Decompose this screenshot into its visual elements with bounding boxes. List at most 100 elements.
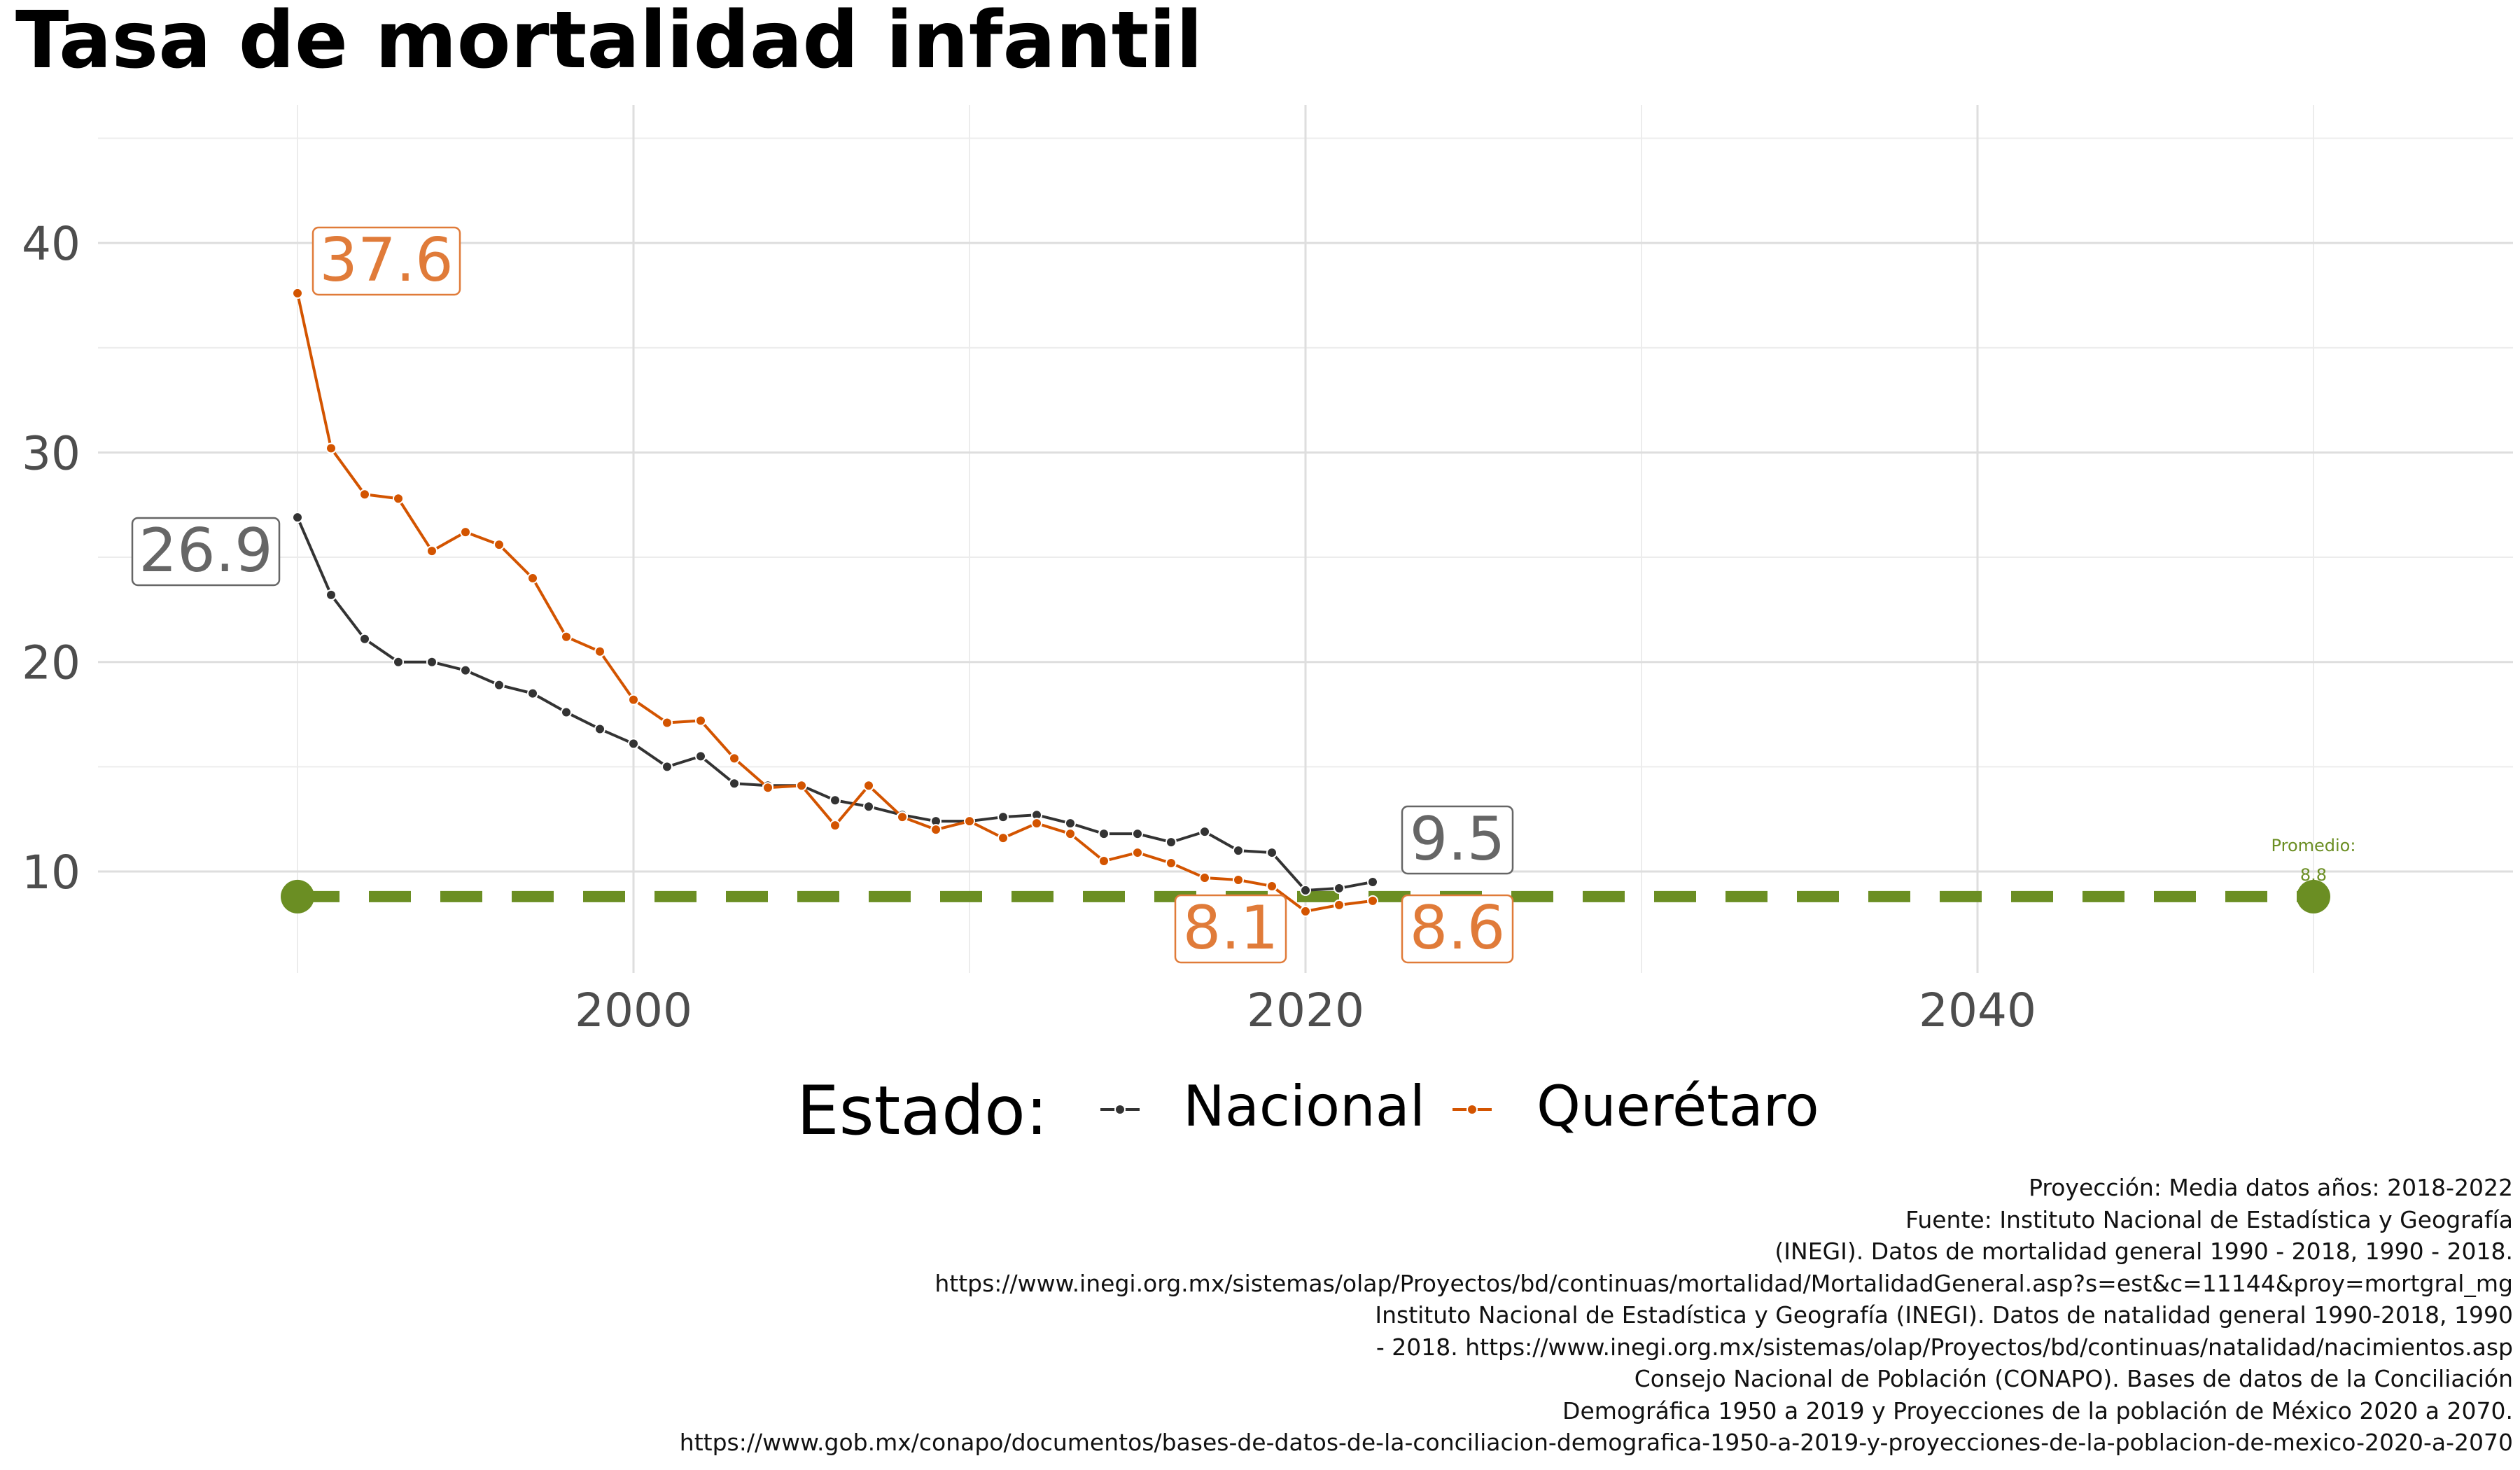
data-point xyxy=(1166,858,1177,869)
caption-line: - 2018. https://www.inegi.org.mx/sistema… xyxy=(1376,1333,2513,1361)
data-point xyxy=(729,778,740,790)
y-tick-label: 20 xyxy=(22,636,80,690)
data-point xyxy=(426,656,438,668)
data-point xyxy=(1132,828,1143,840)
data-point xyxy=(326,442,337,454)
data-point xyxy=(964,816,975,827)
data-point xyxy=(1199,826,1210,838)
y-tick-label: 10 xyxy=(22,846,80,899)
data-point xyxy=(662,761,673,773)
x-tick-label: 2020 xyxy=(1247,983,1364,1037)
legend-key-point xyxy=(1114,1104,1126,1115)
data-point xyxy=(830,794,841,806)
label-box xyxy=(312,226,461,296)
caption-line: https://www.gob.mx/conapo/documentos/bas… xyxy=(679,1429,2513,1456)
data-point xyxy=(796,780,807,792)
data-point xyxy=(863,780,874,792)
legend-key-point xyxy=(1466,1104,1478,1115)
caption-line: Consejo Nacional de Población (CONAPO). … xyxy=(1634,1365,2513,1392)
source-caption: Proyección: Media datos años: 2018-2022 F… xyxy=(680,1172,2513,1459)
data-point xyxy=(393,493,404,505)
queretaro-min-label: 8.1 xyxy=(1174,893,1287,964)
series-group xyxy=(292,287,1378,917)
caption-line: Fuente: Instituto Nacional de Estadístic… xyxy=(1905,1205,2513,1233)
chart-title: Tasa de mortalidad infantil xyxy=(15,0,1203,86)
queretaro-end-label: 8.6 xyxy=(1401,893,1514,964)
x-tick-label: 2000 xyxy=(575,983,692,1037)
y-tick-label: 40 xyxy=(22,217,80,271)
data-point xyxy=(1065,818,1076,830)
data-point xyxy=(1266,880,1278,892)
x-tick-label: 2040 xyxy=(1919,983,2036,1037)
data-point xyxy=(1199,872,1210,883)
data-point xyxy=(1266,847,1278,859)
legend-title: Estado: xyxy=(797,1072,1048,1150)
data-point xyxy=(594,723,606,735)
data-point xyxy=(1300,884,1311,896)
average-value-label: 8.8 xyxy=(2300,865,2327,885)
data-point xyxy=(930,824,941,836)
data-point xyxy=(460,526,471,538)
legend-label: Nacional xyxy=(1183,1074,1425,1139)
data-point xyxy=(695,750,706,762)
label-text: 37.6 xyxy=(319,225,453,295)
average-line-group: Promedio: 8.8 xyxy=(281,836,2356,913)
data-point xyxy=(1098,828,1110,840)
data-point xyxy=(1334,882,1345,894)
data-point xyxy=(628,694,639,706)
queretaro-start-label: 37.6 xyxy=(312,225,461,296)
label-text: 9.5 xyxy=(1410,804,1506,874)
data-point xyxy=(561,631,572,643)
series-line-nacional xyxy=(296,517,1373,892)
data-point xyxy=(1233,845,1244,857)
label-box xyxy=(1401,894,1514,964)
data-point xyxy=(997,811,1009,823)
data-point xyxy=(1098,855,1110,867)
data-point xyxy=(1065,828,1076,840)
data-point xyxy=(561,706,572,718)
data-point xyxy=(326,589,337,601)
data-point xyxy=(1367,895,1378,906)
data-point xyxy=(1166,836,1177,848)
y-tick-label: 30 xyxy=(22,426,80,480)
data-point xyxy=(1233,874,1244,886)
series-line-quertaro xyxy=(296,293,1373,913)
nacional-end-label: 9.5 xyxy=(1401,804,1514,875)
data-point xyxy=(695,715,706,727)
caption-line: Proyección: Media datos años: 2018-2022 xyxy=(2029,1174,2513,1201)
data-point xyxy=(1031,818,1042,830)
data-point xyxy=(527,572,538,584)
average-end-point xyxy=(2297,879,2330,913)
data-point xyxy=(292,287,303,299)
label-text: 26.9 xyxy=(139,516,272,586)
data-labels: 37.6 26.9 9.5 8.1 8.6 xyxy=(131,225,1514,964)
label-box xyxy=(1174,894,1287,964)
average-label: Promedio: xyxy=(2272,836,2356,855)
nacional-start-label: 26.9 xyxy=(131,516,281,587)
legend-label: Querétaro xyxy=(1536,1074,1819,1139)
data-point xyxy=(662,717,673,729)
data-point xyxy=(762,782,774,794)
data-point xyxy=(628,738,639,750)
data-point xyxy=(393,656,404,668)
label-text: 8.1 xyxy=(1183,893,1279,963)
label-box xyxy=(131,517,281,587)
axis-tick-labels: 10 20 30 40 2000 2020 2040 xyxy=(22,217,2036,1037)
data-point xyxy=(493,679,505,691)
caption-line: (INEGI). Datos de mortalidad general 199… xyxy=(1774,1238,2513,1265)
caption-line: Demográfica 1950 a 2019 y Proyecciones d… xyxy=(1562,1396,2513,1424)
label-box xyxy=(1401,805,1514,875)
caption-line: https://www.inegi.org.mx/sistemas/olap/P… xyxy=(934,1269,2513,1297)
label-text: 8.6 xyxy=(1410,893,1506,963)
data-point xyxy=(1300,905,1311,917)
data-point xyxy=(594,645,606,657)
data-point xyxy=(426,545,438,557)
caption-line: Instituto Nacional de Estadística y Geog… xyxy=(1375,1301,2513,1329)
data-point xyxy=(527,687,538,699)
data-point xyxy=(460,664,471,676)
data-point xyxy=(1132,847,1143,859)
data-point xyxy=(359,489,370,500)
data-point xyxy=(729,752,740,764)
data-point xyxy=(997,832,1009,844)
